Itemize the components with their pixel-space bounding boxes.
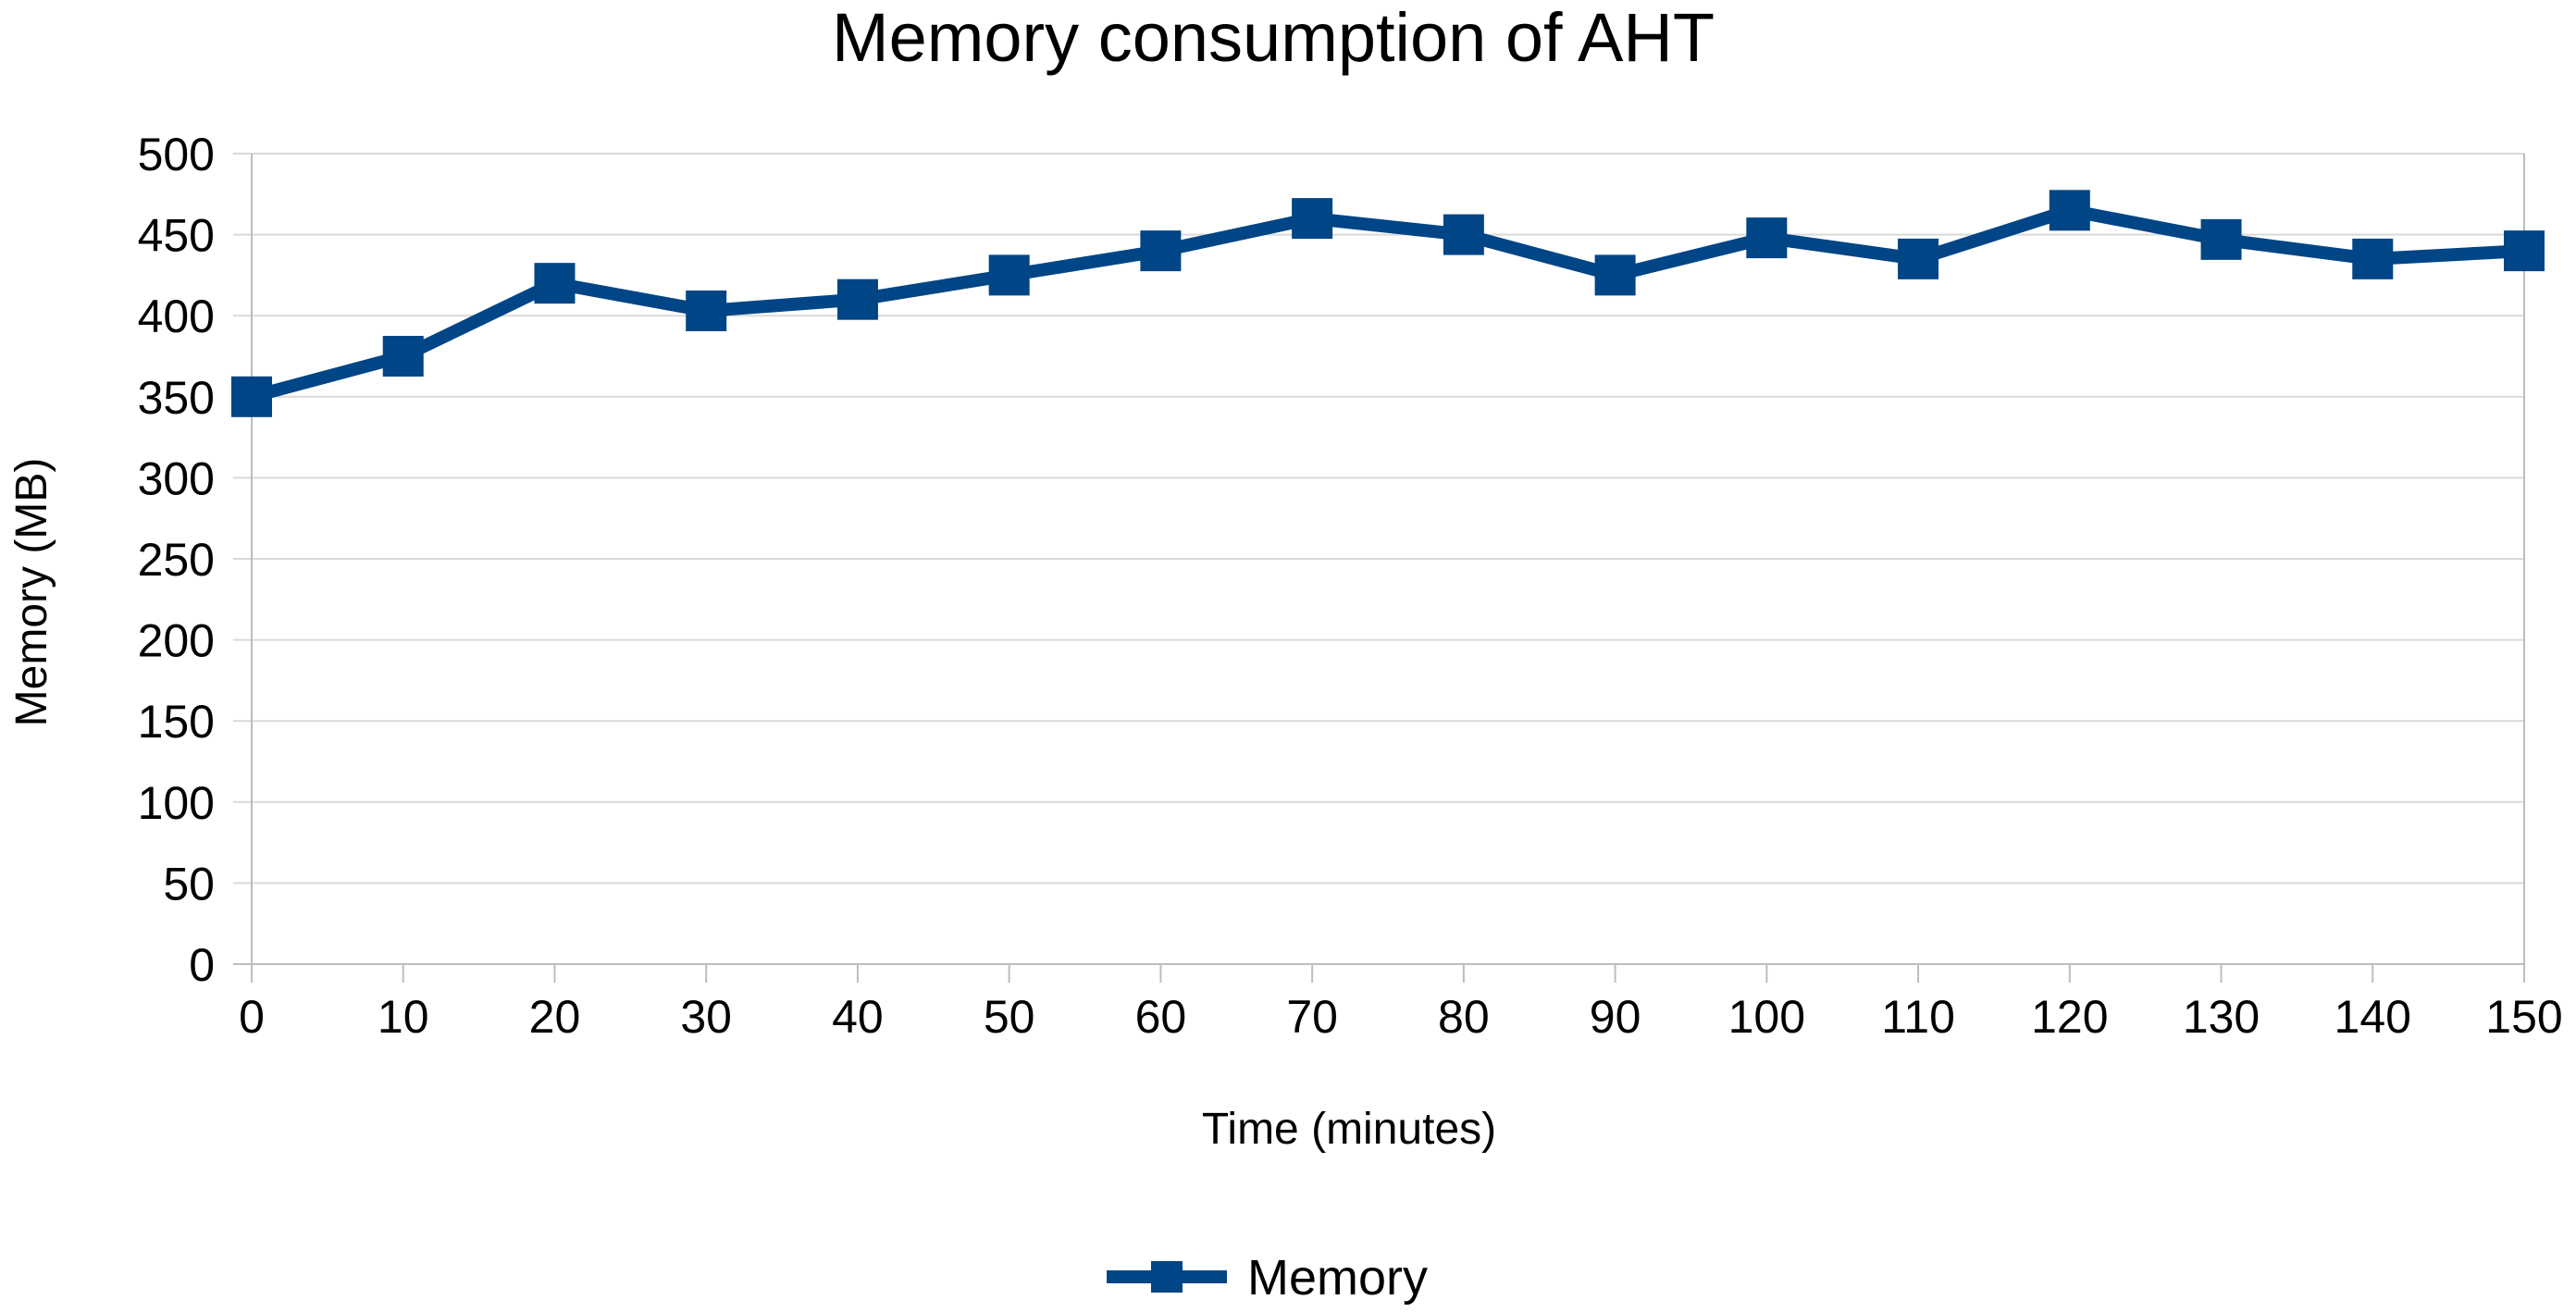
x-tick-label: 140 [2334,991,2411,1043]
data-point-marker [2049,190,2090,231]
x-tick-label: 110 [1881,991,1955,1043]
x-tick-label: 50 [984,991,1035,1043]
y-tick-label: 450 [138,210,215,262]
gridlines [233,153,2524,965]
x-axis-ticks: 0 10 20 30 40 50 60 70 80 90 100 110 120 130 140 150 [239,991,2563,1043]
data-point-marker [2352,238,2394,279]
x-tick-label: 10 [378,991,429,1043]
y-tick-label: 50 [163,858,215,910]
legend-label: Memory [1247,1250,1428,1306]
x-tick-label: 90 [1590,991,1641,1043]
y-tick-label: 100 [138,777,215,829]
legend: Memory [1107,1250,1428,1306]
x-tick-label: 130 [2183,991,2260,1043]
data-point-marker [1594,254,1636,296]
x-tick-label: 80 [1438,991,1490,1043]
y-tick-label: 200 [138,615,215,667]
data-point-marker [1746,217,1788,259]
y-axis-ticks: 0 50 100 150 200 250 300 350 400 450 500 [138,129,215,991]
series-line [250,204,2525,403]
legend-marker-icon [1151,1261,1183,1293]
x-axis-label: Time (minutes) [1202,1105,1496,1154]
x-tick-label: 30 [680,991,732,1043]
data-point-marker [382,336,424,377]
y-tick-label: 500 [138,129,215,180]
x-tick-label: 100 [1728,991,1805,1043]
y-tick-label: 0 [189,939,215,991]
x-tick-label: 60 [1135,991,1187,1043]
x-tick-label: 20 [529,991,581,1043]
axes [233,154,2525,983]
data-point-marker [686,290,727,331]
x-tick-label: 40 [832,991,884,1043]
x-tick-label: 0 [239,991,265,1043]
data-point-marker [1443,214,1484,255]
data-point-marker [836,278,878,320]
x-tick-label: 120 [2031,991,2108,1043]
y-tick-label: 250 [138,534,215,586]
data-point-marker [2504,230,2545,272]
y-tick-label: 400 [138,291,215,342]
data-point-marker [231,376,272,417]
y-tick-label: 150 [138,696,215,748]
x-tick-label: 150 [2485,991,2562,1043]
data-point-marker [2200,218,2242,260]
data-point-marker [1898,238,1939,279]
data-point-marker [534,263,576,304]
y-tick-label: 300 [138,452,215,504]
series-memory [231,190,2545,417]
chart-title: Memory consumption of AHT [832,0,1715,76]
x-tick-label: 70 [1286,991,1338,1043]
data-point-marker [1292,198,1333,240]
data-point-marker [988,254,1030,296]
data-point-marker [1140,230,1182,272]
y-axis-label: Memory (MB) [7,458,56,727]
y-tick-label: 350 [138,372,215,424]
